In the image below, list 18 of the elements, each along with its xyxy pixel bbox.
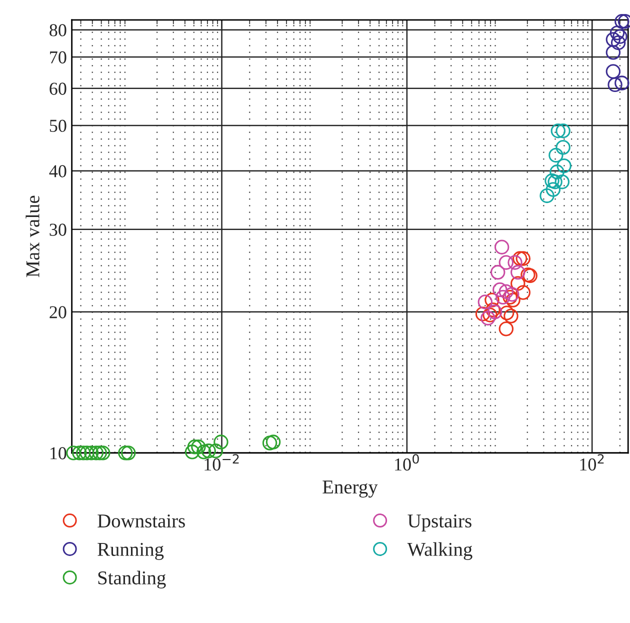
y-tick-label: 10 bbox=[50, 447, 66, 460]
y-tick-label: 20 bbox=[50, 306, 66, 318]
x-tick-label: 10$^{2}$ bbox=[580, 454, 604, 471]
legend-label: Walking bbox=[407, 542, 472, 560]
y-tick-label: 30 bbox=[50, 224, 66, 236]
y-tick-label: 50 bbox=[50, 120, 66, 132]
legend-label: Upstairs bbox=[408, 514, 472, 532]
y-tick-label: 80 bbox=[50, 24, 66, 36]
x-tick-label: 10$^{0}$ bbox=[395, 454, 419, 471]
y-tick-label: 70 bbox=[50, 51, 66, 64]
x-tick-label: 10$^{−2}$ bbox=[204, 454, 239, 471]
legend-label: Standing bbox=[98, 570, 166, 588]
legend-label: Downstairs bbox=[98, 514, 185, 528]
legend-label: Running bbox=[98, 542, 164, 560]
x-axis-title: Energy bbox=[322, 480, 378, 498]
y-axis-title: Max value bbox=[26, 196, 40, 278]
y-tick-label: 60 bbox=[50, 82, 66, 95]
y-tick-label: 40 bbox=[49, 165, 66, 178]
